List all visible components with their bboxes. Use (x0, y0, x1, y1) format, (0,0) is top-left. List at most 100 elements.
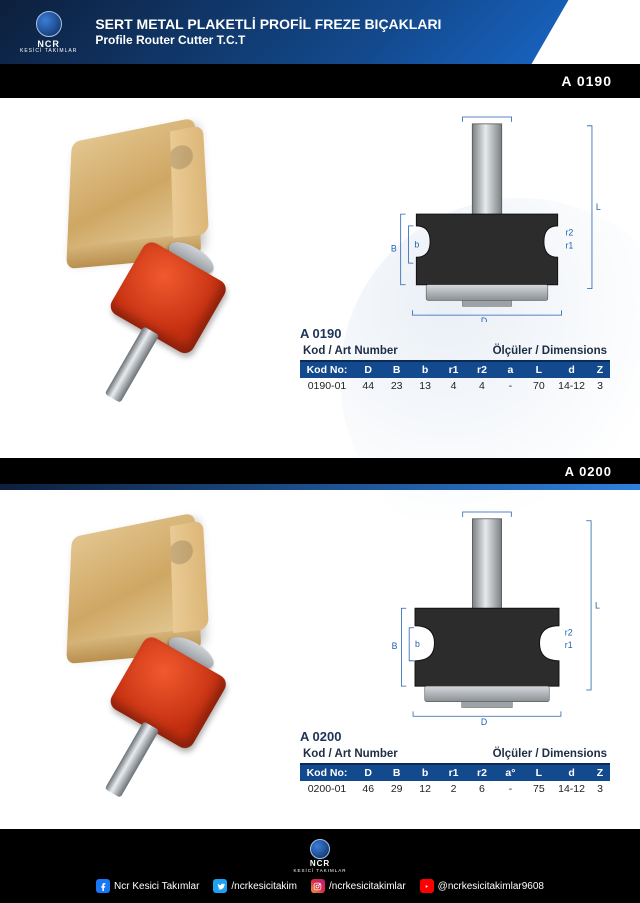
col-hdr: B (382, 765, 410, 781)
cell: 4 (468, 378, 496, 394)
model-code-top: A 0190 (561, 73, 612, 89)
col-hdr: r1 (439, 362, 467, 378)
svg-text:D: D (481, 316, 487, 322)
cell: 3 (590, 378, 610, 394)
cell: 3 (590, 781, 610, 797)
col-hdr: b (411, 362, 439, 378)
col-hdr: r2 (468, 362, 496, 378)
social-youtube[interactable]: @ncrkesicitakimlar9608 (420, 879, 544, 893)
cell: 0200-01 (300, 781, 354, 797)
cell: 23 (382, 378, 410, 394)
cell: 75 (525, 781, 553, 797)
page-footer: NCR KESİCİ TAKIMLAR Ncr Kesici Takımlar … (0, 829, 640, 903)
footer-logo: NCR KESİCİ TAKIMLAR (293, 839, 346, 873)
divider-gradient (0, 484, 640, 490)
cell: 12 (411, 781, 439, 797)
table-columns-row: Kod No: D B b r1 r2 a L d Z (300, 362, 610, 378)
header-title-en: Profile Router Cutter T.C.T (95, 33, 441, 49)
svg-text:d: d (484, 116, 489, 117)
cell: 14-12 (553, 378, 590, 394)
social-label: @ncrkesicitakimlar9608 (438, 881, 544, 892)
technical-diagram: d L B b r2 r1 D (368, 116, 606, 322)
section-a0190: d L B b r2 r1 D (0, 98, 640, 458)
table-header-row: Kod / Art Number Ölçüler / Dimensions (300, 746, 610, 765)
page-body: d L B b r2 r1 D (0, 98, 640, 903)
svg-text:D: D (481, 717, 487, 725)
social-instagram[interactable]: /ncrkesicitakimlar (311, 879, 406, 893)
cell: 13 (411, 378, 439, 394)
svg-text:B: B (392, 641, 398, 651)
cell: 6 (468, 781, 496, 797)
facebook-icon (96, 879, 110, 893)
spec-table: A 0200 Kod / Art Number Ölçüler / Dimens… (300, 729, 610, 797)
cell: 46 (354, 781, 382, 797)
col-hdr: a (496, 362, 524, 378)
product-images (30, 118, 310, 408)
page-header: NCR KESİCİ TAKIMLAR SERT METAL PLAKETLİ … (0, 0, 640, 64)
social-label: /ncrkesicitakimlar (329, 881, 406, 892)
svg-text:r1: r1 (565, 640, 573, 650)
router-bit (68, 239, 252, 438)
cell: 44 (354, 378, 382, 394)
wood-sample (67, 513, 201, 655)
social-label: /ncrkesicitakim (231, 881, 297, 892)
col-hdr: Z (590, 362, 610, 378)
table-model-code: A 0190 (300, 326, 610, 341)
twitter-icon (213, 879, 227, 893)
table-data-row: 0200-01 46 29 12 2 6 - 75 14-12 3 (300, 781, 610, 797)
youtube-icon (420, 879, 434, 893)
footer-socials: Ncr Kesici Takımlar /ncrkesicitakim /ncr… (96, 879, 544, 893)
svg-text:b: b (415, 639, 420, 649)
cell: 0190-01 (300, 378, 354, 394)
social-label: Ncr Kesici Takımlar (114, 881, 199, 892)
cell: 4 (439, 378, 467, 394)
col-hdr: b (411, 765, 439, 781)
router-bit (68, 634, 252, 833)
col-hdr: d (553, 362, 590, 378)
cell: - (496, 378, 524, 394)
product-images (30, 513, 310, 803)
instagram-icon (311, 879, 325, 893)
cell: 70 (525, 378, 553, 394)
svg-text:L: L (596, 202, 601, 212)
table-header-right: Ölçüler / Dimensions (493, 345, 607, 357)
col-hdr: L (525, 765, 553, 781)
col-hdr: r1 (439, 765, 467, 781)
table-header-left: Kod / Art Number (303, 345, 398, 357)
col-hdr: d (553, 765, 590, 781)
col-hdr: r2 (468, 765, 496, 781)
svg-text:b: b (414, 239, 419, 249)
col-hdr: Z (590, 765, 610, 781)
col-hdr: B (382, 362, 410, 378)
col-hdr: D (354, 765, 382, 781)
col-hdr: Kod No: (300, 765, 354, 781)
header-titles: SERT METAL PLAKETLİ PROFİL FREZE BIÇAKLA… (95, 15, 441, 49)
social-twitter[interactable]: /ncrkesicitakim (213, 879, 297, 893)
col-hdr: Kod No: (300, 362, 354, 378)
table-data-row: 0190-01 44 23 13 4 4 - 70 14-12 3 (300, 378, 610, 394)
cell: - (496, 781, 524, 797)
col-hdr: L (525, 362, 553, 378)
technical-diagram: d L B b r2 r1 D (368, 511, 606, 717)
section-divider: A 0200 (0, 458, 640, 490)
col-hdr: D (354, 362, 382, 378)
svg-text:r1: r1 (565, 240, 573, 250)
model-banner-top: A 0190 (0, 64, 640, 98)
table-header-left: Kod / Art Number (303, 748, 398, 760)
model-banner-mid: A 0200 (0, 458, 640, 484)
wood-sample (67, 118, 201, 260)
svg-text:r2: r2 (565, 228, 573, 238)
table-header-row: Kod / Art Number Ölçüler / Dimensions (300, 343, 610, 362)
cell: 14-12 (553, 781, 590, 797)
table-header-right: Ölçüler / Dimensions (493, 748, 607, 760)
cell: 2 (439, 781, 467, 797)
footer-brand-name: NCR (310, 859, 330, 868)
section-a0200: d L B b r2 r1 D (0, 493, 640, 853)
social-facebook[interactable]: Ncr Kesici Takımlar (96, 879, 199, 893)
footer-badge-icon (310, 839, 330, 859)
svg-text:r2: r2 (565, 628, 573, 638)
brand-badge-icon (36, 11, 62, 37)
spec-table: A 0190 Kod / Art Number Ölçüler / Dimens… (300, 326, 610, 394)
svg-text:L: L (595, 600, 600, 610)
svg-text:d: d (484, 511, 489, 512)
